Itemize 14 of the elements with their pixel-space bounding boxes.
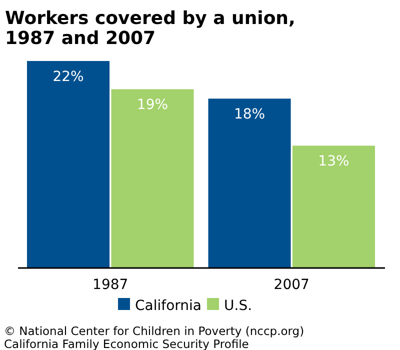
legend-label: California (135, 298, 202, 314)
bar (27, 61, 110, 268)
text: © National Center for Children in Poverty (nccp.org) (4, 324, 304, 338)
bar (292, 146, 375, 268)
data-label: 18% (234, 106, 266, 123)
legend-label: U.S. (224, 298, 252, 314)
x-tick-label: 2007 (274, 277, 310, 293)
data-label: 22% (52, 69, 84, 85)
chart-title: Workers covered by a union, 1987 and 2007 (5, 8, 296, 49)
bar (111, 89, 194, 268)
data-label: 13% (318, 154, 350, 170)
x-tick-label: 1987 (92, 277, 128, 293)
bar (208, 98, 291, 268)
data-label: 19% (136, 97, 168, 114)
